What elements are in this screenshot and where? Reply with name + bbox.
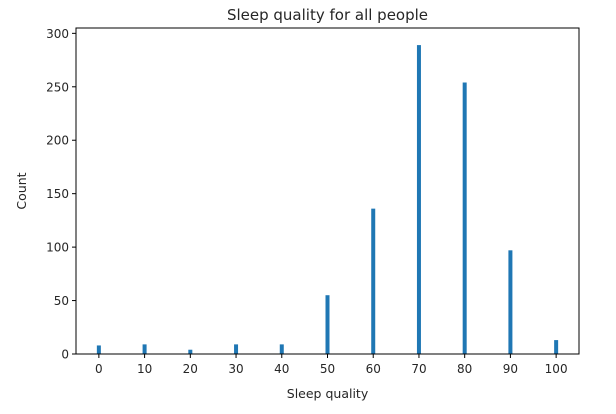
bar-50: [325, 295, 330, 354]
y-tick-label-0: 0: [61, 348, 69, 362]
x-axis-label: Sleep quality: [287, 386, 369, 401]
bars-group: [96, 45, 559, 354]
chart-title: Sleep quality for all people: [227, 6, 428, 24]
x-tick-label-30: 30: [228, 362, 243, 376]
y-axis-label: Count: [14, 172, 29, 209]
x-tick-label-40: 40: [274, 362, 289, 376]
x-tick-label-0: 0: [95, 362, 103, 376]
bar-30: [234, 344, 239, 354]
x-tick-label-60: 60: [366, 362, 381, 376]
bar-10: [142, 344, 147, 354]
y-axis: 0 50 100 150 200 250 300: [46, 27, 76, 362]
bar-20: [188, 349, 193, 354]
x-tick-label-50: 50: [320, 362, 335, 376]
bar-70: [416, 45, 421, 354]
bar-0: [96, 345, 101, 354]
bar-60: [371, 208, 376, 354]
y-tick-label-100: 100: [46, 241, 69, 255]
x-tick-label-10: 10: [137, 362, 152, 376]
x-tick-label-20: 20: [183, 362, 198, 376]
y-tick-label-300: 300: [46, 27, 69, 41]
x-tick-label-80: 80: [457, 362, 472, 376]
bar-80: [462, 82, 467, 354]
x-tick-label-90: 90: [503, 362, 518, 376]
x-axis: 0 10 20 30 40 50 60 70 80 90 100: [95, 354, 568, 376]
x-tick-label-100: 100: [545, 362, 568, 376]
bar-40: [279, 344, 284, 354]
bar-90: [508, 250, 513, 354]
y-tick-label-250: 250: [46, 80, 69, 94]
x-tick-label-70: 70: [411, 362, 426, 376]
bar-100: [554, 340, 559, 354]
y-tick-label-150: 150: [46, 187, 69, 201]
y-tick-label-200: 200: [46, 134, 69, 148]
plot-frame: [75, 27, 580, 355]
y-tick-label-50: 50: [54, 294, 69, 308]
